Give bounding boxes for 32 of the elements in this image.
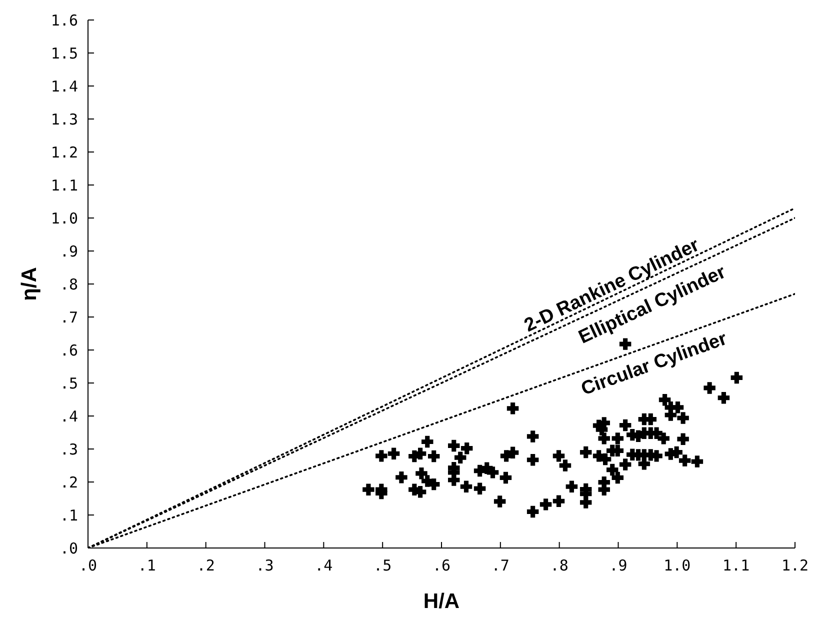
x-tick-label: .9 [609, 556, 628, 575]
x-tick-label: .2 [196, 556, 215, 575]
y-axis-title: η/A [18, 267, 41, 301]
x-tick-label: 1.0 [664, 556, 691, 575]
x-tick-label: .5 [374, 556, 392, 575]
x-axis-title: H/A [423, 590, 460, 613]
y-tick-label: 1.5 [50, 44, 78, 62]
y-tick-label: 1.4 [50, 77, 78, 96]
y-tick-label: .8 [60, 275, 78, 294]
x-tick-label: .1 [138, 556, 156, 575]
x-tick-label: .7 [491, 556, 510, 575]
y-tick-label: 1.3 [50, 110, 78, 128]
y-tick-label: .0 [60, 539, 78, 558]
y-tick-label: .6 [60, 341, 78, 360]
x-tick-label: 1.1 [722, 556, 750, 575]
x-tick-label: .3 [256, 556, 274, 575]
y-tick-label: 1.6 [50, 11, 78, 30]
y-tick-label: .7 [60, 308, 78, 326]
y-tick-label: .2 [60, 473, 78, 492]
y-tick-label: 1.0 [50, 209, 78, 228]
y-tick-label: 1.2 [50, 143, 78, 162]
x-tick-label: .8 [550, 556, 568, 575]
y-tick-label: .9 [60, 242, 78, 260]
y-tick-label: .4 [60, 407, 78, 426]
y-tick-label: .1 [60, 506, 78, 524]
y-tick-label: .3 [60, 440, 78, 458]
y-tick-label: 1.1 [50, 176, 78, 194]
x-tick-label: 1.2 [781, 556, 809, 575]
x-tick-label: .0 [78, 556, 98, 575]
x-tick-label: .4 [314, 556, 333, 575]
x-tick-label: .6 [432, 556, 451, 575]
y-tick-label: .5 [60, 374, 78, 392]
